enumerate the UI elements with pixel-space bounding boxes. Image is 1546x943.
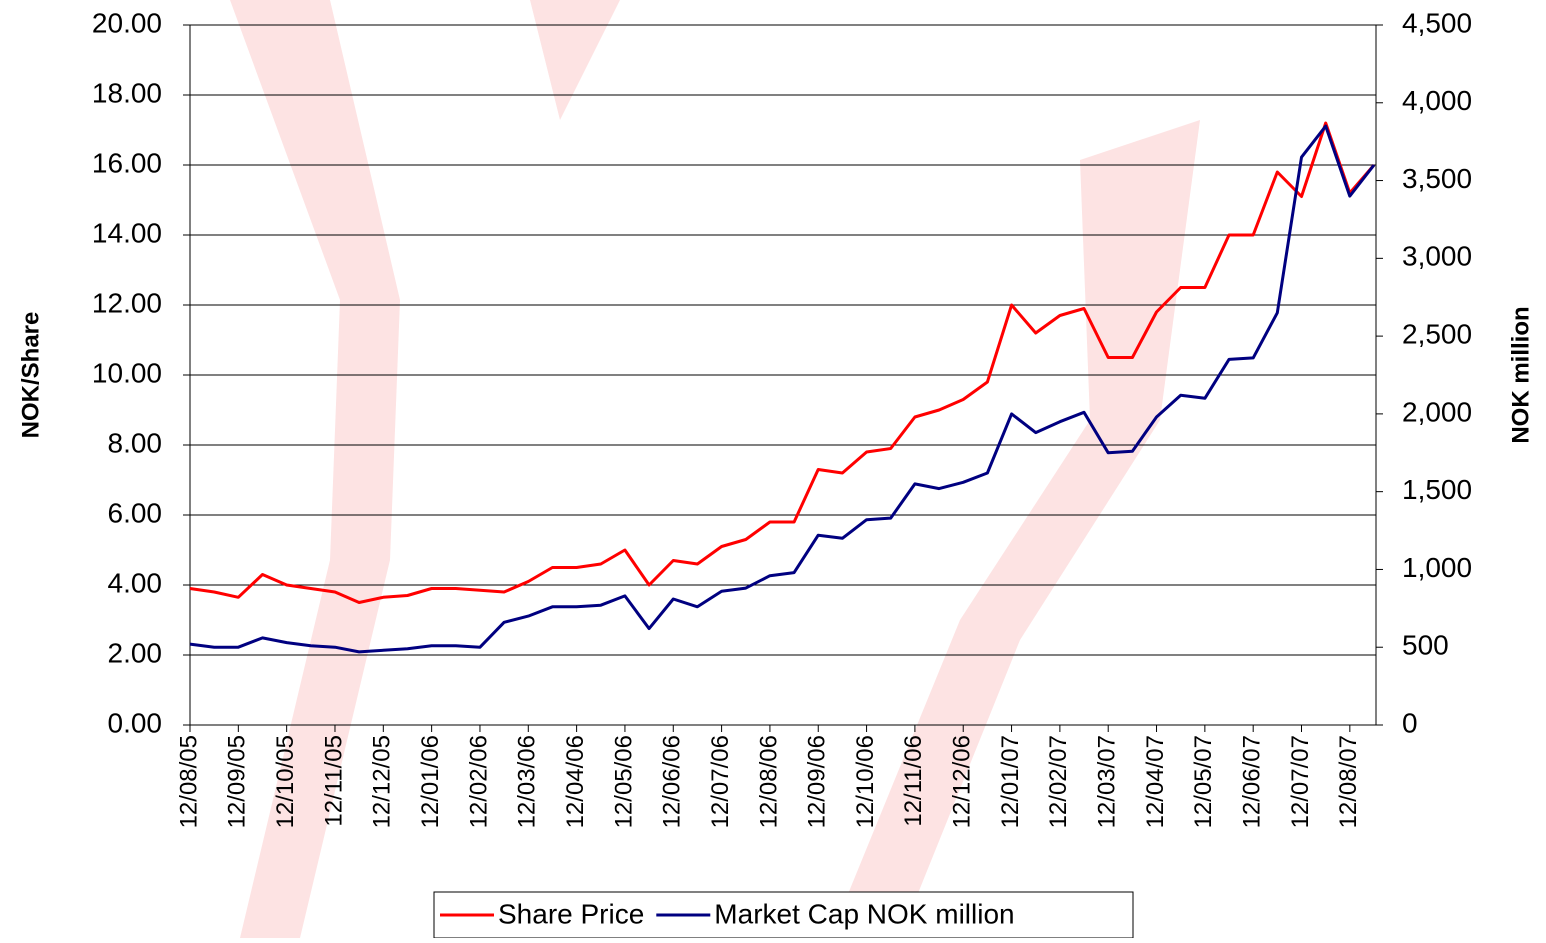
x-tick-label: 12/06/06 xyxy=(659,735,686,828)
y2-tick-label: 3,500 xyxy=(1402,163,1472,194)
x-tick-label: 12/10/06 xyxy=(852,735,879,828)
x-tick-label: 12/05/07 xyxy=(1190,735,1217,828)
x-tick-label: 12/04/07 xyxy=(1142,735,1169,828)
y-tick-label: 14.00 xyxy=(92,217,162,248)
y-tick-label: 16.00 xyxy=(92,147,162,178)
y-tick-label: 20.00 xyxy=(92,7,162,38)
y2-tick-label: 2,000 xyxy=(1402,396,1472,427)
y-tick-label: 18.00 xyxy=(92,77,162,108)
y2-tick-label: 4,000 xyxy=(1402,85,1472,116)
x-tick-label: 12/03/06 xyxy=(514,735,541,828)
x-tick-label: 12/02/06 xyxy=(465,735,492,828)
y-tick-label: 8.00 xyxy=(108,427,163,458)
y2-tick-label: 3,000 xyxy=(1402,241,1472,272)
x-tick-label: 12/08/06 xyxy=(755,735,782,828)
y-tick-label: 0.00 xyxy=(108,707,163,738)
y2-tick-label: 1,000 xyxy=(1402,552,1472,583)
y-tick-label: 12.00 xyxy=(92,287,162,318)
x-tick-label: 12/11/06 xyxy=(900,735,927,827)
x-tick-label: 12/07/06 xyxy=(707,735,734,828)
y2-tick-label: 500 xyxy=(1402,630,1449,661)
x-tick-label: 12/08/07 xyxy=(1335,735,1362,828)
legend-label: Market Cap NOK million xyxy=(714,898,1014,929)
y-tick-label: 10.00 xyxy=(92,357,162,388)
x-tick-label: 12/10/05 xyxy=(272,735,299,828)
x-tick-label: 12/01/07 xyxy=(997,735,1024,828)
y-tick-label: 6.00 xyxy=(108,497,163,528)
x-tick-label: 12/01/06 xyxy=(417,735,444,828)
x-tick-label: 12/09/06 xyxy=(804,735,831,828)
x-tick-label: 12/03/07 xyxy=(1094,735,1121,828)
y-tick-label: 4.00 xyxy=(108,567,163,598)
x-tick-label: 12/12/06 xyxy=(949,735,976,828)
x-tick-label: 12/05/06 xyxy=(610,735,637,828)
y2-tick-label: 4,500 xyxy=(1402,7,1472,38)
legend-label: Share Price xyxy=(498,898,644,929)
x-tick-label: 12/06/07 xyxy=(1239,735,1266,828)
legend xyxy=(433,891,1134,939)
series-line xyxy=(189,124,1376,654)
x-tick-label: 12/08/05 xyxy=(175,735,202,828)
y2-tick-label: 0 xyxy=(1402,707,1418,738)
y2-tick-label: 1,500 xyxy=(1402,474,1472,505)
x-tick-label: 12/12/05 xyxy=(369,735,396,828)
x-tick-label: 12/11/05 xyxy=(320,735,347,827)
y2-axis-title: NOK million xyxy=(1507,306,1534,443)
x-tick-label: 12/04/06 xyxy=(562,735,589,828)
x-tick-label: 12/02/07 xyxy=(1045,735,1072,828)
series-line xyxy=(189,121,1376,604)
x-tick-label: 12/09/05 xyxy=(224,735,251,828)
y2-tick-label: 2,500 xyxy=(1402,319,1472,350)
x-tick-label: 12/07/07 xyxy=(1287,735,1314,828)
y-tick-label: 2.00 xyxy=(108,637,163,668)
y-axis-title: NOK/Share xyxy=(17,312,44,439)
